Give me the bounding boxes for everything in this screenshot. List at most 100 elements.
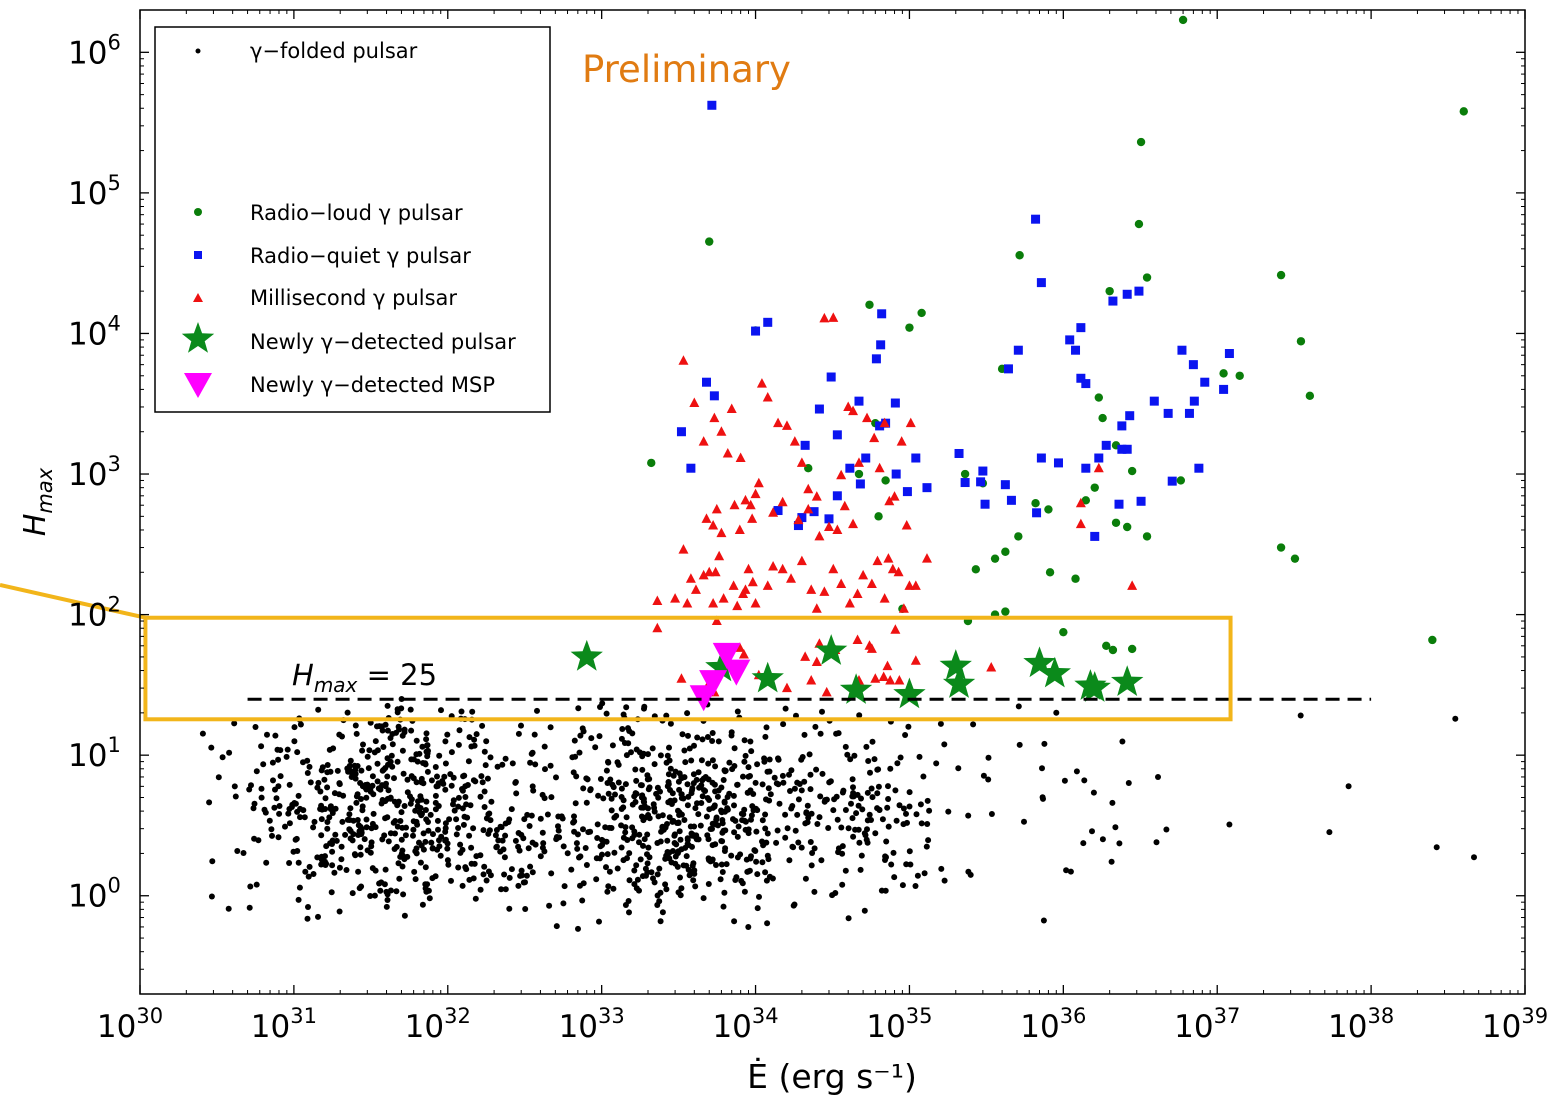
folded-pulsar-point (349, 890, 356, 897)
folded-pulsar-point (422, 881, 429, 888)
folded-pulsar-point (283, 753, 290, 760)
folded-pulsar-point (849, 776, 856, 783)
folded-pulsar-point (553, 923, 560, 930)
folded-pulsar-point (631, 867, 638, 874)
msp-point (740, 584, 751, 594)
folded-pulsar-point (528, 812, 535, 819)
folded-pulsar-point (698, 757, 705, 764)
folded-pulsar-point (786, 771, 792, 778)
folded-pulsar-point (1155, 774, 1161, 780)
legend-entry-msp: Millisecond γ pulsar (193, 286, 457, 310)
folded-pulsar-point (350, 817, 357, 824)
radio-quiet-point (1013, 345, 1023, 355)
folded-pulsar-point (261, 806, 268, 813)
folded-pulsar-point (903, 810, 909, 817)
folded-pulsar-point (532, 761, 539, 768)
folded-pulsar-point (519, 872, 525, 879)
folded-pulsar-point (611, 849, 618, 856)
folded-pulsar-point (304, 915, 311, 922)
folded-pulsar-point (664, 837, 671, 844)
folded-pulsar-point (751, 847, 758, 854)
msp-point (796, 457, 807, 467)
folded-pulsar-point (726, 759, 733, 766)
folded-pulsar-point (382, 765, 389, 771)
folded-pulsar-point (442, 820, 449, 827)
radio-quiet-point (1177, 345, 1187, 355)
folded-pulsar-point (448, 782, 455, 789)
folded-pulsar-point (369, 820, 376, 827)
folded-pulsar-point (499, 837, 506, 844)
folded-pulsar-point (483, 738, 490, 745)
folded-pulsar-point (642, 865, 649, 872)
folded-pulsar-point (640, 842, 646, 849)
radio-quiet-point (954, 448, 964, 458)
folded-pulsar-point (276, 810, 283, 817)
folded-pulsar-point (597, 704, 603, 710)
folded-pulsar-point (575, 705, 582, 712)
folded-pulsar-point (730, 792, 737, 799)
folded-pulsar-point (291, 724, 298, 731)
folded-pulsar-point (899, 882, 906, 889)
radio-quiet-point (709, 391, 719, 401)
folded-pulsar-point (687, 823, 694, 830)
folded-pulsar-point (584, 776, 591, 783)
folded-pulsar-point (270, 777, 276, 784)
msp-point (781, 420, 792, 430)
folded-pulsar-point (864, 789, 871, 796)
folded-pulsar-point (759, 838, 765, 845)
folded-pulsar-point (684, 802, 691, 809)
new-pulsar-point (1038, 656, 1071, 688)
folded-pulsar-point (251, 835, 258, 842)
msp-point (747, 576, 758, 587)
radio-loud-point (1459, 107, 1468, 116)
msp-point (750, 488, 761, 499)
x-tick-label: 1032 (405, 1004, 471, 1045)
folded-pulsar-point (709, 730, 716, 736)
folded-pulsar-point (759, 859, 766, 866)
msp-point (773, 417, 784, 428)
folded-pulsar-point (698, 800, 705, 806)
folded-pulsar-point (573, 773, 580, 780)
folded-pulsar-point (762, 869, 769, 876)
folded-pulsar-point (209, 858, 216, 865)
folded-pulsar-point (410, 826, 417, 833)
folded-pulsar-point (472, 778, 479, 785)
folded-pulsar-point (597, 776, 604, 782)
folded-pulsar-point (663, 759, 670, 766)
folded-pulsar-point (339, 818, 346, 825)
folded-pulsar-point (485, 811, 492, 818)
radio-quiet-point (1036, 453, 1046, 463)
folded-pulsar-point (615, 761, 622, 768)
folded-pulsar-point (604, 888, 611, 895)
folded-pulsar-point (612, 791, 618, 798)
folded-pulsar-point (258, 785, 265, 792)
folded-pulsar-point (363, 794, 370, 801)
folded-pulsar-point (683, 853, 690, 860)
folded-pulsar-point (477, 793, 484, 800)
folded-pulsar-point (893, 817, 900, 824)
radio-loud-point (647, 458, 656, 468)
folded-pulsar-point (527, 863, 534, 870)
folded-pulsar-point (782, 705, 789, 712)
folded-pulsar-point (604, 851, 611, 858)
folded-pulsar-point (845, 825, 852, 832)
folded-pulsar-point (644, 851, 650, 858)
msp-point (862, 412, 873, 423)
radio-quiet-point (980, 499, 990, 509)
radio-quiet-point (773, 506, 783, 516)
folded-pulsar-point (811, 845, 818, 852)
radio-quiet-point (1114, 499, 1124, 509)
radio-quiet-point (814, 404, 824, 414)
legend-entry-new-pulsar: Newly γ−detected pulsar (181, 322, 516, 354)
folded-pulsar-point (437, 852, 444, 859)
msp-point (883, 553, 894, 563)
msp-point (738, 649, 749, 659)
folded-pulsar-point (531, 731, 538, 738)
folded-pulsar-point (900, 805, 907, 812)
msp-point (1093, 462, 1104, 473)
folded-pulsar-point (604, 780, 611, 786)
folded-pulsar-point (343, 867, 350, 873)
folded-pulsar-point (676, 828, 683, 835)
folded-pulsar-point (937, 720, 944, 727)
folded-pulsar-point (555, 827, 562, 834)
